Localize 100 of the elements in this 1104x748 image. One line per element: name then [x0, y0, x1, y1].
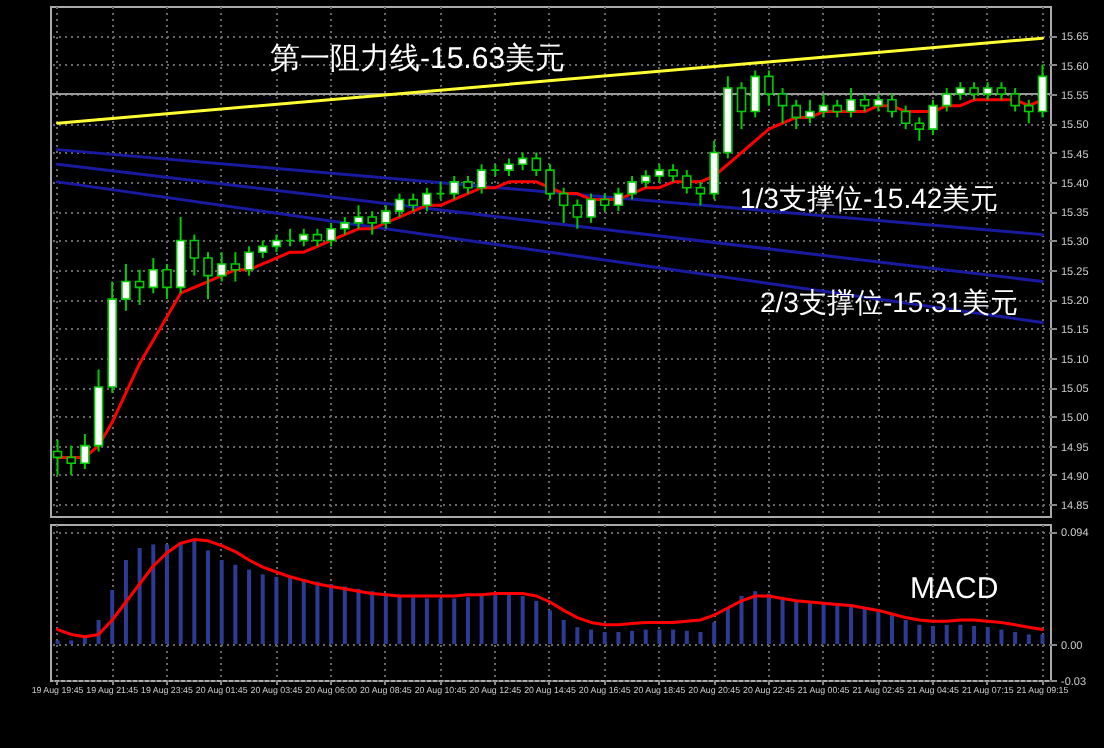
bar [616, 632, 621, 644]
bar [506, 594, 511, 644]
bar [411, 597, 416, 644]
candlestick [941, 87, 952, 113]
candlestick [791, 98, 802, 131]
candlestick [367, 210, 377, 236]
bar [151, 544, 156, 644]
bar [643, 629, 648, 644]
candlestick [422, 186, 432, 213]
bar [274, 576, 279, 644]
candlestick [394, 192, 405, 219]
bar [206, 550, 210, 644]
bar [479, 596, 484, 644]
candlestick [846, 87, 856, 119]
bar [739, 596, 744, 644]
bar [794, 600, 799, 644]
candlestick [1037, 63, 1048, 119]
candlestick [572, 198, 583, 230]
candlestick [531, 151, 542, 177]
candlestick [695, 180, 706, 207]
candlestick [900, 104, 911, 131]
candlestick [558, 186, 569, 224]
bar [219, 560, 224, 644]
bar [82, 638, 87, 644]
bar [712, 622, 717, 644]
candlestick [175, 216, 186, 295]
candlestick [682, 169, 692, 195]
candlestick [66, 444, 76, 476]
bar [383, 593, 388, 644]
candlestick [476, 163, 487, 195]
bar [137, 548, 142, 644]
candlestick [627, 175, 637, 201]
bar [1013, 632, 1018, 644]
annotation: MACD [910, 572, 999, 606]
bar [110, 590, 115, 644]
bar [493, 594, 498, 644]
bar [725, 608, 730, 644]
bar [178, 542, 183, 644]
line-series [56, 538, 1044, 639]
bar [123, 560, 128, 644]
candlestick [52, 438, 63, 476]
candlestick [326, 221, 336, 248]
candlestick [216, 251, 227, 283]
bar [260, 574, 265, 644]
bar [862, 608, 867, 644]
candlestick [353, 204, 364, 230]
bar [944, 624, 949, 644]
bar [1040, 634, 1045, 644]
candlestick [928, 98, 938, 136]
bar [1026, 634, 1031, 644]
candlestick [818, 92, 829, 119]
bar [561, 620, 566, 644]
bar [602, 632, 607, 644]
candlestick [381, 204, 391, 230]
candlestick [914, 116, 925, 142]
candlestick [736, 81, 747, 131]
candlestick [545, 163, 555, 201]
bar [848, 606, 853, 644]
bar [356, 588, 361, 644]
bar [424, 598, 429, 644]
candlestick [80, 432, 90, 471]
bar [958, 624, 963, 644]
candlestick [449, 175, 460, 201]
bar [766, 593, 771, 644]
bar [342, 586, 347, 644]
candlestick [709, 139, 719, 201]
bar [753, 591, 758, 644]
bar [192, 538, 197, 644]
candlestick [750, 69, 760, 119]
bar [821, 604, 826, 644]
bar [657, 629, 662, 644]
candlestick [887, 92, 897, 119]
bar [397, 596, 402, 644]
bar [548, 610, 552, 644]
candlestick [1024, 98, 1034, 125]
bar [534, 600, 539, 644]
candlestick [189, 233, 200, 277]
candlestick [134, 268, 145, 306]
candlestick [764, 69, 774, 107]
candlestick [777, 87, 788, 125]
bar [931, 626, 936, 644]
bar [452, 598, 457, 644]
bar [589, 629, 594, 644]
bar [903, 620, 908, 644]
bar [890, 614, 894, 644]
bar [575, 627, 580, 644]
candlestick [121, 262, 131, 312]
bar [780, 598, 785, 644]
bar [671, 629, 676, 644]
bar [247, 569, 252, 644]
bar [465, 597, 470, 644]
bar [972, 626, 977, 644]
bar [999, 629, 1004, 644]
bar [233, 564, 238, 644]
bar [370, 591, 375, 644]
bar [876, 610, 881, 644]
candlestick [1010, 87, 1020, 113]
bar [329, 584, 334, 644]
candlestick [586, 192, 596, 224]
bar [684, 630, 689, 644]
